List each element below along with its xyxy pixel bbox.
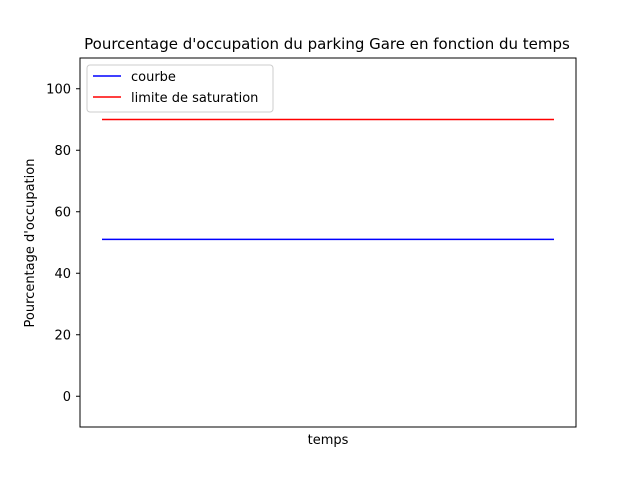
series-layer [102,118,554,241]
legend: courbe limite de saturation [86,64,274,113]
legend-label: limite de saturation [131,91,258,106]
y-axis-label: Pourcentage d'occupation [23,159,38,328]
plot-area-frame [79,57,577,428]
legend-items: courbe limite de saturation [93,70,258,106]
chart-title: Pourcentage d'occupation du parking Gare… [84,35,570,53]
y-tick-label: 20 [54,328,71,343]
y-tick-label: 100 [46,82,71,97]
y-tick-label: 40 [54,267,71,282]
y-tick-label: 0 [63,390,71,405]
y-axis-ticks: 0 20 40 60 80 100 [46,82,80,405]
y-tick-label: 60 [54,205,71,220]
legend-box [86,64,274,113]
x-axis-label: temps [308,433,349,448]
y-tick-label: 80 [54,144,71,159]
legend-label: courbe [131,70,176,85]
